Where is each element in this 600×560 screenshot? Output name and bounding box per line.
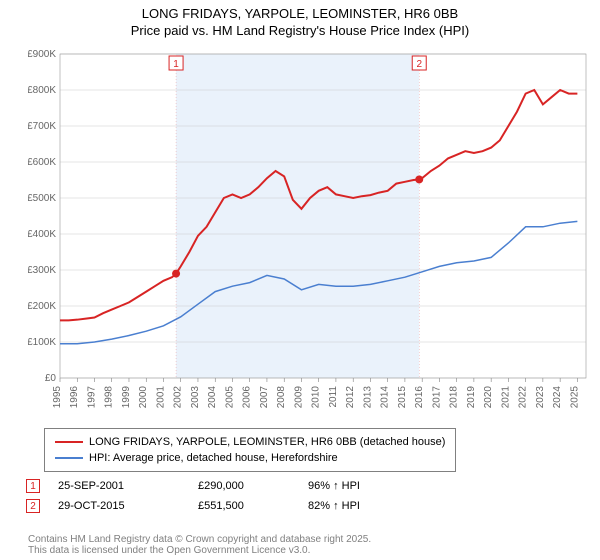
svg-text:2011: 2011 [328,386,339,408]
svg-text:2019: 2019 [466,386,477,409]
legend-item: HPI: Average price, detached house, Here… [55,450,445,466]
svg-text:2007: 2007 [259,386,270,409]
svg-text:2012: 2012 [345,386,356,409]
price-chart: £0 £100K £200K £300K £400K £500K £600K £700K £80… [28,48,590,418]
svg-text:2009: 2009 [293,386,304,409]
svg-text:1: 1 [173,59,179,70]
footer-line-1: Contains HM Land Registry data © Crown c… [28,534,371,545]
svg-text:2022: 2022 [518,386,529,409]
svg-text:1997: 1997 [86,386,97,409]
svg-text:2025: 2025 [569,386,580,409]
chart-legend: LONG FRIDAYS, YARPOLE, LEOMINSTER, HR6 0… [44,428,456,472]
svg-text:2004: 2004 [207,386,218,409]
svg-text:2016: 2016 [414,386,425,409]
svg-text:2013: 2013 [362,386,373,409]
svg-text:£800K: £800K [28,85,56,96]
svg-text:£700K: £700K [28,121,56,132]
svg-text:2018: 2018 [449,386,460,409]
svg-text:£100K: £100K [28,337,56,348]
svg-text:£0: £0 [45,373,57,384]
svg-text:2000: 2000 [138,386,149,409]
svg-text:2015: 2015 [397,386,408,409]
chart-title: LONG FRIDAYS, YARPOLE, LEOMINSTER, HR6 0… [0,0,600,21]
svg-text:2002: 2002 [173,386,184,409]
svg-text:2021: 2021 [500,386,511,409]
footer-attribution: Contains HM Land Registry data © Crown c… [28,534,371,556]
svg-text:£300K: £300K [28,265,56,276]
chart-subtitle: Price paid vs. HM Land Registry's House … [0,21,600,38]
svg-text:2024: 2024 [552,386,563,409]
svg-text:1999: 1999 [121,386,132,409]
legend-item: LONG FRIDAYS, YARPOLE, LEOMINSTER, HR6 0… [55,434,445,450]
svg-text:2001: 2001 [155,386,166,409]
svg-text:1996: 1996 [69,386,80,409]
sale-row: 2 29-OCT-2015 £551,500 82% ↑ HPI [26,496,408,516]
svg-text:2: 2 [416,59,422,70]
svg-text:2017: 2017 [431,386,442,409]
sales-table: 1 25-SEP-2001 £290,000 96% ↑ HPI2 29-OCT… [26,476,408,516]
svg-text:2005: 2005 [224,386,235,409]
svg-text:2010: 2010 [311,386,322,409]
svg-text:1998: 1998 [104,386,115,409]
svg-text:2008: 2008 [276,386,287,409]
svg-text:2020: 2020 [483,386,494,409]
svg-text:£200K: £200K [28,301,56,312]
svg-text:2014: 2014 [380,386,391,409]
sale-row: 1 25-SEP-2001 £290,000 96% ↑ HPI [26,476,408,496]
svg-text:1995: 1995 [52,386,63,409]
svg-text:2003: 2003 [190,386,201,409]
footer-line-2: This data is licensed under the Open Gov… [28,545,371,556]
svg-text:2023: 2023 [535,386,546,409]
svg-text:£400K: £400K [28,229,56,240]
svg-text:£900K: £900K [28,49,56,60]
svg-text:2006: 2006 [242,386,253,409]
svg-text:£500K: £500K [28,193,56,204]
svg-text:£600K: £600K [28,157,56,168]
